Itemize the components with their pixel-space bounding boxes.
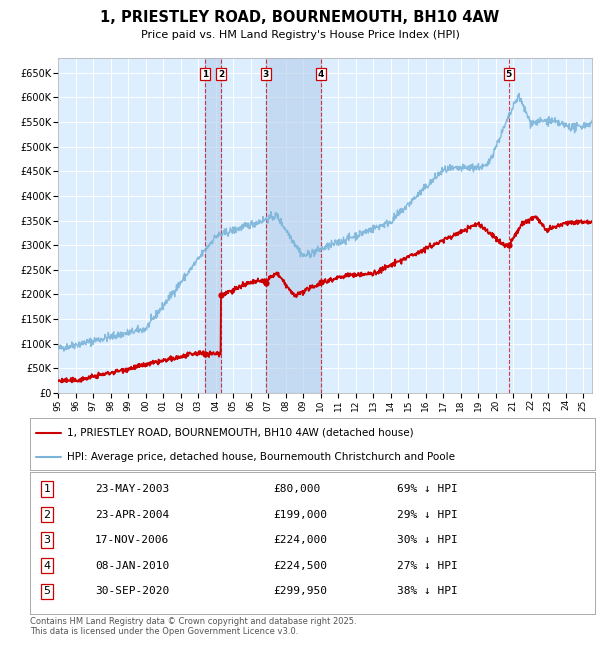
Text: 2: 2 bbox=[218, 70, 224, 79]
Text: 2: 2 bbox=[43, 510, 50, 519]
Bar bbox=[205, 58, 221, 393]
Text: £224,000: £224,000 bbox=[273, 535, 327, 545]
Text: 1, PRIESTLEY ROAD, BOURNEMOUTH, BH10 4AW (detached house): 1, PRIESTLEY ROAD, BOURNEMOUTH, BH10 4AW… bbox=[67, 428, 413, 437]
Bar bbox=[266, 58, 321, 393]
Text: 1, PRIESTLEY ROAD, BOURNEMOUTH, BH10 4AW: 1, PRIESTLEY ROAD, BOURNEMOUTH, BH10 4AW bbox=[100, 10, 500, 25]
Text: 4: 4 bbox=[318, 70, 324, 79]
Text: 23-MAY-2003: 23-MAY-2003 bbox=[95, 484, 169, 494]
Text: 5: 5 bbox=[506, 70, 512, 79]
Text: 3: 3 bbox=[263, 70, 269, 79]
Text: Contains HM Land Registry data © Crown copyright and database right 2025.
This d: Contains HM Land Registry data © Crown c… bbox=[30, 617, 356, 636]
Text: 38% ↓ HPI: 38% ↓ HPI bbox=[397, 586, 458, 596]
Text: 23-APR-2004: 23-APR-2004 bbox=[95, 510, 169, 519]
Text: £80,000: £80,000 bbox=[273, 484, 320, 494]
Text: 4: 4 bbox=[43, 561, 50, 571]
Text: Price paid vs. HM Land Registry's House Price Index (HPI): Price paid vs. HM Land Registry's House … bbox=[140, 30, 460, 40]
Text: 1: 1 bbox=[43, 484, 50, 494]
Text: 08-JAN-2010: 08-JAN-2010 bbox=[95, 561, 169, 571]
Text: £224,500: £224,500 bbox=[273, 561, 327, 571]
Text: £199,000: £199,000 bbox=[273, 510, 327, 519]
Text: 30% ↓ HPI: 30% ↓ HPI bbox=[397, 535, 458, 545]
Text: 29% ↓ HPI: 29% ↓ HPI bbox=[397, 510, 458, 519]
Text: 30-SEP-2020: 30-SEP-2020 bbox=[95, 586, 169, 596]
Text: 5: 5 bbox=[43, 586, 50, 596]
Text: 1: 1 bbox=[202, 70, 208, 79]
Text: HPI: Average price, detached house, Bournemouth Christchurch and Poole: HPI: Average price, detached house, Bour… bbox=[67, 452, 455, 462]
Text: 17-NOV-2006: 17-NOV-2006 bbox=[95, 535, 169, 545]
Text: 27% ↓ HPI: 27% ↓ HPI bbox=[397, 561, 458, 571]
Text: £299,950: £299,950 bbox=[273, 586, 327, 596]
Text: 69% ↓ HPI: 69% ↓ HPI bbox=[397, 484, 458, 494]
Text: 3: 3 bbox=[43, 535, 50, 545]
